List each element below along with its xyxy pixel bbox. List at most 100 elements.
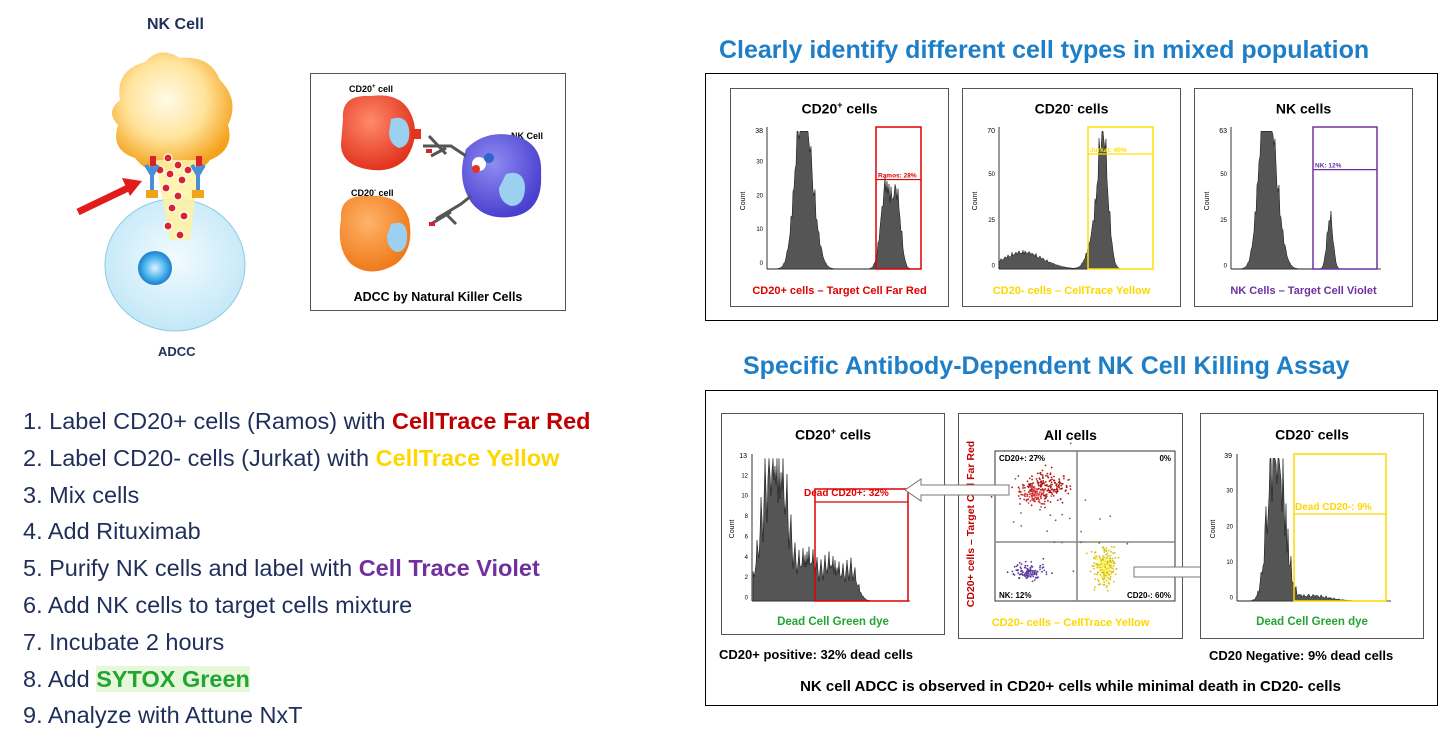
top-section-title: Clearly identify different cell types in… xyxy=(719,36,1370,64)
step-reagent: CellTrace Far Red xyxy=(391,408,591,434)
protocol-step: 6. Add NK cells to target cells mixture xyxy=(23,592,412,619)
step-text: 3. Mix cells xyxy=(23,481,140,508)
gate-label: Dead CD20+: 32% xyxy=(804,488,889,499)
plot-caption: CD20+ cells – Target Cell Far Red xyxy=(752,285,927,297)
step-text: 1. Label CD20+ cells (Ramos) with xyxy=(23,408,392,434)
y-tick-label: 10 xyxy=(756,227,763,233)
histogram: 70 50 25 0 Count Jurkat: 40% xyxy=(972,126,1154,270)
left-summary: CD20+ positive: 32% dead cells xyxy=(719,647,914,662)
y-max-label: 39 xyxy=(1224,453,1232,460)
y-max-label: 70 xyxy=(987,128,995,135)
y-axis-label: CD20+ cells – Target Cell Far Red xyxy=(965,441,977,607)
plot-caption: CD20- cells – CellTrace Yellow xyxy=(992,285,1151,297)
histogram-fill xyxy=(766,131,914,270)
plot-top-2: NK cells 63 50 25 0 Count NK: 12% NK Cells – Ta… xyxy=(1194,88,1413,307)
step-text: 9. Analyze with Attune NxT xyxy=(23,702,303,729)
y-tick-label: 30 xyxy=(756,160,763,166)
protocol-step: 3. Mix cells xyxy=(23,482,139,509)
y-tick-label: 25 xyxy=(1220,218,1227,224)
quadrant-lr-label: CD20-: 60% xyxy=(1127,591,1171,600)
quadrant-ul-label: CD20+: 27% xyxy=(999,454,1045,463)
protocol-step: 7. Incubate 2 hours xyxy=(23,629,224,656)
protocol-step: 4. Add Rituximab xyxy=(23,518,201,545)
quadrant-ur-label: 0% xyxy=(1159,454,1171,463)
y-max-label: 13 xyxy=(739,453,747,460)
histogram-cd20-neg-dead: 39 30 20 10 0 Count Dead CD20-: 9% xyxy=(1210,453,1391,602)
step-text: 6. Add NK cells to target cells mixture xyxy=(23,592,413,618)
x-axis-caption: CD20- cells – CellTrace Yellow xyxy=(991,617,1150,629)
nk-cell-inset-label: NK Cell xyxy=(511,131,544,141)
histogram-fill xyxy=(1230,131,1377,270)
gate-label: Jurkat: 40% xyxy=(1090,147,1127,154)
red-arrow xyxy=(76,178,142,216)
cd20-neg-cell-label: CD20- cell xyxy=(351,188,394,198)
gate-label: NK: 12% xyxy=(1315,163,1342,170)
nk-adcc-illustration xyxy=(76,52,246,332)
inset-caption: ADCC by Natural Killer Cells xyxy=(353,290,523,304)
protocol-step: 1. Label CD20+ cells (Ramos) with CellTr… xyxy=(23,408,591,435)
gate xyxy=(875,126,922,270)
conclusion: NK cell ADCC is observed in CD20+ cells … xyxy=(800,678,1341,695)
y-tick-label: 2 xyxy=(745,575,749,581)
protocol-step: 5. Purify NK cells and label with Cell T… xyxy=(23,555,540,582)
histogram: 38 30 20 10 0 Count Ramos: 28% xyxy=(740,126,922,270)
step-text: 2. Label CD20- cells (Jurkat) with xyxy=(23,444,376,471)
plot-cd20-neg-dead: CD20- cells 39 30 20 10 0 Count Dead CD20-:… xyxy=(1200,413,1424,639)
gate xyxy=(1312,126,1378,270)
granules xyxy=(155,153,193,240)
y-tick-label: 20 xyxy=(1226,524,1233,530)
step-text: 7. Incubate 2 hours xyxy=(23,628,225,655)
plot-title: NK cells xyxy=(1275,100,1332,117)
step-text: 5. Purify NK cells and label with xyxy=(23,555,359,582)
y-tick-label: 10 xyxy=(1226,560,1233,566)
arrow-to-cd20-pos xyxy=(905,478,1010,502)
y-max-label: 38 xyxy=(755,128,763,135)
y-tick-label: 50 xyxy=(1220,172,1227,178)
protocol-step: 2. Label CD20- cells (Jurkat) with CellT… xyxy=(23,445,559,472)
y-tick-label: 0 xyxy=(1230,596,1234,602)
histogram-fill xyxy=(1237,458,1387,602)
step-text: 8. Add xyxy=(23,665,97,692)
plot-title: CD20+ cells xyxy=(794,426,872,443)
gate-label: Ramos: 28% xyxy=(878,173,917,180)
histogram-cd20-pos-dead: 13 12 10 8 6 4 2 0 Count Dead CD20+: 32% xyxy=(729,453,910,602)
bottom-section-title: Specific Antibody-Dependent NK Cell Kill… xyxy=(743,352,1350,380)
quadrant-ll-label: NK: 12% xyxy=(999,591,1031,600)
y-axis-label: Count xyxy=(1204,192,1211,211)
step-reagent: Cell Trace Violet xyxy=(358,555,540,582)
y-axis-label: Count xyxy=(729,520,736,539)
plot-top-0: CD20+ cells 38 30 20 10 0 Count Ramos: 28% CD20+… xyxy=(730,88,949,307)
adcc-inset-diagram: CD20+ cell CD20- cell NK Cell ADCC by Na… xyxy=(310,73,566,311)
dotplot-all-cells: CD20+ cells – Target Cell Far Red CD20+:… xyxy=(965,434,1176,607)
y-tick-label: 30 xyxy=(1226,489,1233,495)
plot-top-1: CD20- cells 70 50 25 0 Count Jurkat: 40% CD20- … xyxy=(962,88,1181,307)
y-tick-label: 12 xyxy=(741,473,748,479)
y-tick-label: 4 xyxy=(745,555,749,561)
gate xyxy=(1087,126,1154,270)
plot-title: CD20- cells xyxy=(1275,426,1349,443)
y-tick-label: 0 xyxy=(1224,264,1228,270)
step-reagent: CellTrace Yellow xyxy=(375,444,560,471)
y-axis-label: Count xyxy=(740,192,747,211)
plot-title: All cells xyxy=(1044,427,1097,443)
y-tick-label: 0 xyxy=(745,596,749,602)
histogram-fill xyxy=(752,458,908,602)
y-tick-label: 0 xyxy=(992,264,996,270)
y-axis-label: Count xyxy=(1210,520,1217,539)
step-reagent: SYTOX Green xyxy=(96,665,250,692)
gate-dead-cd20-neg xyxy=(1293,453,1387,602)
adcc-label: ADCC xyxy=(158,344,196,359)
plot-all-cells: All cells CD20+ cells – Target Cell Far … xyxy=(958,413,1183,639)
y-tick-label: 25 xyxy=(988,218,995,224)
nk-cell-label: NK Cell xyxy=(147,16,204,33)
plot-caption: NK Cells – Target Cell Violet xyxy=(1230,285,1377,297)
x-axis-caption: Dead Cell Green dye xyxy=(777,616,889,628)
y-tick-label: 0 xyxy=(760,261,764,267)
plot-title: CD20+ cells xyxy=(801,100,878,117)
histogram: 63 50 25 0 Count NK: 12% xyxy=(1204,126,1381,270)
plot-title: CD20- cells xyxy=(1034,100,1109,117)
nk-cell-body xyxy=(111,52,233,172)
target-nucleus xyxy=(138,251,172,285)
y-tick-label: 10 xyxy=(741,494,748,500)
gate-dead-cd20-pos xyxy=(814,488,909,602)
